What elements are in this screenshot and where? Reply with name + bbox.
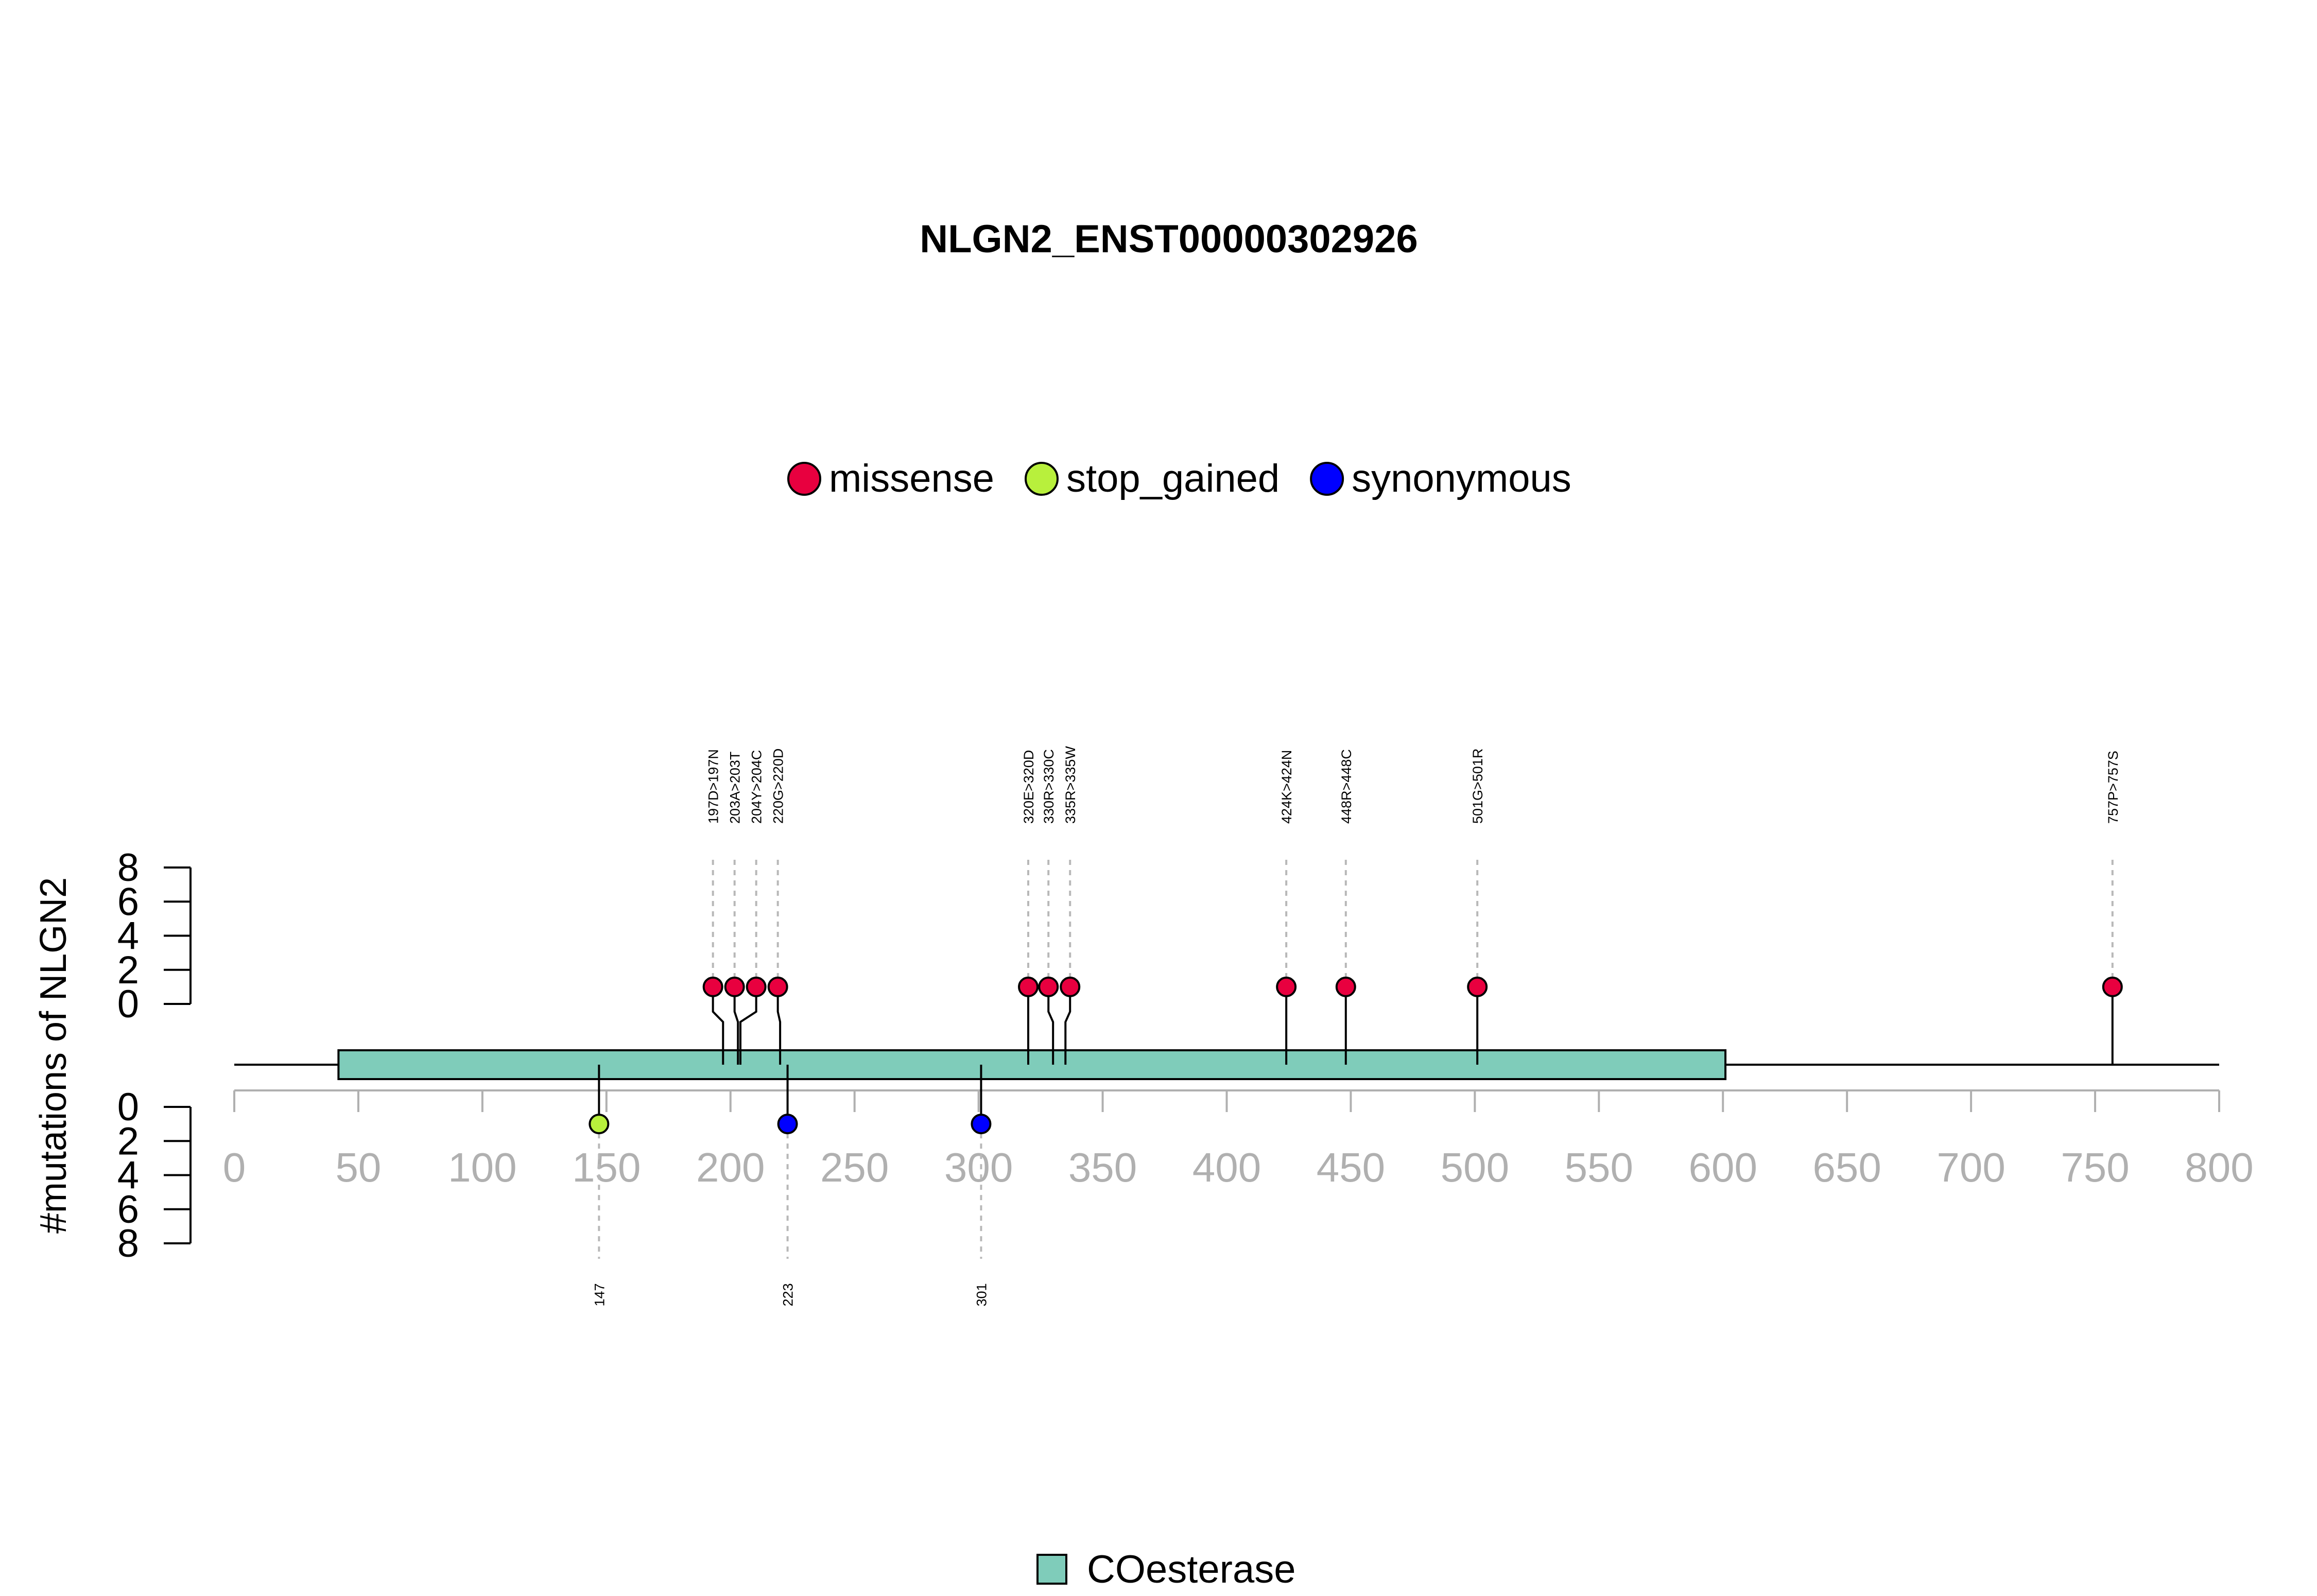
head-top-197	[702, 976, 723, 997]
x-tick-label-350: 350	[1068, 1144, 1137, 1190]
stem-top-330	[1047, 986, 1054, 1065]
stem-top-220	[776, 986, 782, 1065]
head-bottom-223	[777, 1114, 798, 1135]
lollipop-stems	[598, 986, 2114, 1124]
mutation-label-bottom-147: 147	[592, 1283, 607, 1306]
y-tick-label-bottom-4: 4	[117, 1154, 139, 1198]
y-tick-label-top-6: 6	[117, 880, 139, 924]
stem-top-204	[739, 986, 757, 1065]
x-tick-label-50: 50	[335, 1144, 381, 1190]
head-top-203	[724, 976, 745, 997]
mutation-label-top-203: 203A>203T	[728, 752, 743, 824]
mutation-label-top-448: 448R>448C	[1339, 749, 1354, 824]
head-top-204	[746, 976, 767, 997]
mutation-label-top-501: 501G>501R	[1470, 749, 1485, 824]
y-tick-label-bottom-6: 6	[117, 1188, 139, 1231]
y-tick-label-top-8: 8	[117, 846, 139, 890]
x-tick-label-600: 600	[1689, 1144, 1757, 1190]
mutation-label-bottom-223: 223	[781, 1283, 796, 1306]
legend-marker-synonymous	[1310, 462, 1344, 496]
guide-lines	[598, 860, 2114, 1259]
chart-title: NLGN2_ENST00000302926	[920, 217, 1417, 261]
x-axis: 0 50 100 150 200 250 300 350 400 450 500 550 600 650 7…	[223, 1089, 2254, 1190]
mutation-type-legend: missense stop_gained synonymous	[787, 457, 1571, 500]
y-tick-label-top-0: 0	[117, 982, 139, 1026]
x-tick-label-0: 0	[223, 1144, 246, 1190]
head-top-448	[1335, 976, 1356, 997]
x-tick-label-500: 500	[1441, 1144, 1509, 1190]
x-tick-label-550: 550	[1565, 1144, 1633, 1190]
y-tick-label-bottom-8: 8	[117, 1222, 139, 1265]
mutation-label-top-197: 197D>197N	[706, 749, 721, 824]
x-tick-label-400: 400	[1192, 1144, 1261, 1190]
stem-top-203	[733, 986, 739, 1065]
x-tick-label-650: 650	[1812, 1144, 1881, 1190]
x-tick-label-150: 150	[572, 1144, 641, 1190]
y-tick-label-top-4: 4	[117, 914, 139, 958]
mutation-label-top-320: 320E>320D	[1021, 750, 1036, 824]
x-tick-label-100: 100	[448, 1144, 516, 1190]
legend-label-stop_gained: stop_gained	[1066, 457, 1279, 500]
head-top-501	[1467, 976, 1488, 997]
mutation-label-top-220: 220G>220D	[771, 749, 786, 824]
head-top-330	[1038, 976, 1059, 997]
mutation-label-bottom-301: 301	[974, 1283, 989, 1306]
x-tick-label-200: 200	[696, 1144, 765, 1190]
legend-marker-missense	[787, 462, 821, 496]
x-tick-label-300: 300	[944, 1144, 1013, 1190]
head-bottom-301	[971, 1114, 992, 1135]
legend-label-synonymous: synonymous	[1352, 457, 1571, 500]
mutation-labels: 197D>197N 203A>203T 204Y>204C 220G>220D 320E…	[592, 746, 2120, 1307]
x-tick-label-700: 700	[1936, 1144, 2005, 1190]
legend-label-missense: missense	[829, 457, 994, 500]
x-tick-label-450: 450	[1317, 1144, 1385, 1190]
y-tick-label-top-2: 2	[117, 948, 139, 992]
stem-top-335	[1064, 986, 1071, 1065]
domain-legend-label-COesterase: COesterase	[1087, 1548, 1296, 1591]
head-top-757	[2102, 976, 2123, 997]
domain-layer	[337, 1049, 1727, 1080]
domain-legend: COesterase	[1036, 1548, 1296, 1591]
legend-marker-stop_gained	[1025, 462, 1059, 496]
mutation-label-top-335: 335R>335W	[1063, 746, 1078, 824]
head-top-320	[1018, 976, 1039, 997]
y-tick-label-bottom-2: 2	[117, 1119, 139, 1163]
x-tick-label-800: 800	[2185, 1144, 2253, 1190]
domain-legend-swatch-COesterase	[1036, 1554, 1067, 1585]
x-tick-label-250: 250	[820, 1144, 889, 1190]
head-bottom-147	[589, 1114, 610, 1135]
lollipop-heads	[589, 976, 2123, 1135]
stem-top-197	[712, 986, 724, 1065]
mutation-label-top-424: 424K>424N	[1279, 750, 1294, 824]
head-top-335	[1060, 976, 1081, 997]
domain-COesterase	[337, 1049, 1727, 1080]
head-top-424	[1276, 976, 1297, 997]
head-top-220	[767, 976, 788, 997]
x-tick-label-750: 750	[2061, 1144, 2129, 1190]
mutation-label-top-204: 204Y>204C	[749, 750, 765, 824]
y-axis-label: #mutations of NLGN2	[33, 877, 74, 1234]
mutation-label-top-757: 757P>757S	[2105, 751, 2121, 824]
y-tick-label-bottom-0: 0	[117, 1085, 139, 1129]
mutation-label-top-330: 330R>330C	[1041, 749, 1057, 824]
